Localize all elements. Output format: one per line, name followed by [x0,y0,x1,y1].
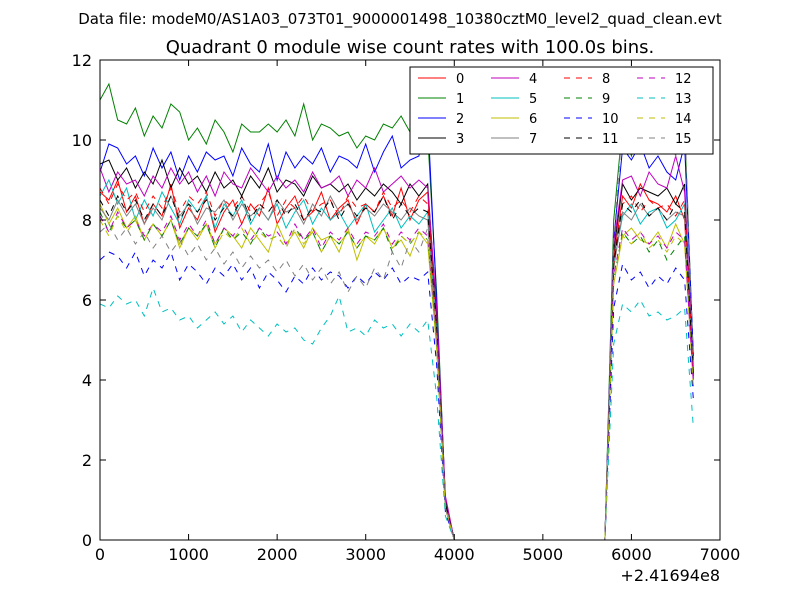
x-tick-label: 0 [95,545,105,564]
chart-title: Quadrant 0 module wise count rates with … [166,37,655,58]
y-tick-label: 8 [82,211,92,230]
legend-label-5: 5 [529,92,537,107]
legend-label-7: 7 [529,132,537,147]
x-tick-label: 7000 [700,545,741,564]
series-line-2 [100,115,694,540]
legend-label-8: 8 [602,72,610,87]
legend-label-3: 3 [456,132,464,147]
series-line-8 [100,182,694,540]
series-line-13 [100,286,694,540]
x-tick-label: 4000 [434,545,475,564]
legend-label-4: 4 [529,72,537,87]
series-line-3 [100,158,694,540]
y-tick-label: 12 [72,51,92,70]
y-tick-label: 0 [82,531,92,550]
figure-suptitle: Data file: modeM0/AS1A03_073T01_90000014… [78,10,722,29]
series-line-14 [100,214,694,540]
series-layer [100,82,694,540]
legend-label-10: 10 [602,112,619,127]
x-tick-label: 1000 [168,545,209,564]
y-tick-label: 10 [72,131,92,150]
legend-label-11: 11 [602,132,619,147]
x-tick-label: 3000 [345,545,386,564]
series-line-1 [100,82,694,540]
legend-label-12: 12 [675,72,692,87]
series-line-0 [100,178,694,540]
legend-label-14: 14 [675,112,692,127]
y-tick-label: 2 [82,451,92,470]
y-tick-label: 4 [82,371,92,390]
series-line-15 [100,115,694,540]
legend-label-0: 0 [456,72,464,87]
series-line-7 [100,194,694,540]
x-offset-label: +2.41694e8 [620,566,720,585]
series-line-4 [100,154,694,540]
legend-label-13: 13 [675,92,692,107]
legend-label-1: 1 [456,92,464,107]
legend-label-2: 2 [456,112,464,127]
legend-frame [409,66,714,155]
y-tick-label: 6 [82,291,92,310]
x-tick-label: 5000 [522,545,563,564]
x-tick-label: 6000 [611,545,652,564]
series-line-11 [100,194,694,540]
legend-label-6: 6 [529,112,537,127]
legend-label-9: 9 [602,92,610,107]
legend-label-15: 15 [675,132,692,147]
x-tick-label: 2000 [257,545,298,564]
series-line-9 [100,211,694,540]
